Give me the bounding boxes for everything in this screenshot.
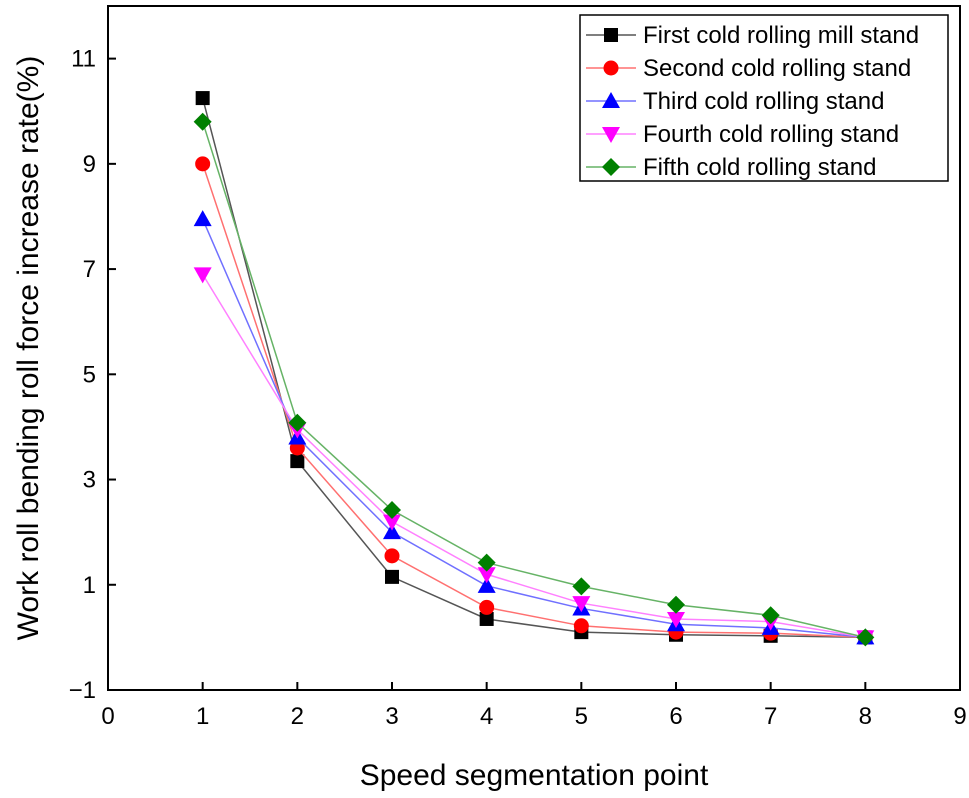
- y-tick-label: 1: [83, 572, 96, 599]
- x-tick-label: 9: [953, 703, 966, 730]
- legend-label: Fifth cold rolling stand: [643, 154, 876, 181]
- data-point: [383, 514, 401, 531]
- data-point: [193, 112, 212, 131]
- data-point: [384, 548, 400, 564]
- series-2: [195, 156, 873, 645]
- data-point: [856, 628, 875, 647]
- data-point: [290, 454, 305, 469]
- x-tick-label: 3: [385, 703, 398, 730]
- series-line: [201, 97, 866, 639]
- x-tick-label: 2: [291, 703, 304, 730]
- data-point: [572, 596, 591, 613]
- legend-label: First cold rolling mill stand: [643, 22, 919, 49]
- data-point: [195, 156, 211, 172]
- x-tick-label: 0: [101, 703, 114, 730]
- legend-item: Fourth cold rolling stand: [586, 121, 899, 148]
- data-point: [477, 576, 496, 593]
- data-point: [479, 599, 495, 615]
- series-line: [201, 121, 866, 639]
- y-tick-label: −1: [69, 677, 96, 704]
- legend-label: Third cold rolling stand: [643, 88, 884, 115]
- y-axis-ticks: −1 1 3 5 7 9 11: [69, 46, 116, 704]
- data-point: [385, 569, 399, 584]
- data-point: [193, 267, 212, 284]
- data-point: [761, 606, 780, 625]
- y-tick-label: 3: [83, 467, 96, 494]
- x-tick-label: 7: [764, 703, 777, 730]
- x-tick-label: 8: [859, 703, 872, 730]
- plot-area: [107, 5, 961, 691]
- y-tick-label: 9: [83, 151, 96, 178]
- y-tick-label: 7: [83, 256, 96, 283]
- series-5: [193, 112, 875, 647]
- legend-label: Fourth cold rolling stand: [643, 121, 899, 148]
- legend-box: [579, 14, 949, 182]
- series-line: [201, 218, 866, 639]
- x-axis-title: Speed segmentation point: [360, 759, 709, 792]
- data-point: [573, 618, 589, 634]
- series-layer: [193, 91, 875, 647]
- data-point: [477, 553, 496, 572]
- legend-marker: [604, 28, 618, 42]
- x-tick-label: 5: [575, 703, 588, 730]
- x-tick-label: 6: [669, 703, 682, 730]
- data-point: [383, 501, 401, 520]
- data-point: [383, 523, 401, 540]
- legend-marker: [602, 92, 620, 108]
- x-tick-label: 4: [480, 703, 493, 730]
- x-axis-ticks: 0 1 2 3 4 5 6 7 8 9: [101, 682, 967, 730]
- legend-item: First cold rolling mill stand: [586, 22, 919, 49]
- data-point: [195, 91, 210, 106]
- data-point: [479, 611, 494, 626]
- data-point: [572, 577, 591, 596]
- y-axis-title: Work roll bending roll force increase ra…: [12, 56, 45, 641]
- legend-marker: [602, 158, 620, 176]
- series-line: [201, 163, 866, 639]
- series-line: [202, 273, 866, 639]
- data-point: [667, 611, 685, 628]
- legend: First cold rolling mill stand Second cold…: [579, 14, 949, 182]
- legend-item: Third cold rolling stand: [586, 88, 884, 115]
- legend-item: Second cold rolling stand: [586, 55, 911, 82]
- data-point: [288, 413, 307, 432]
- legend-item: Fifth cold rolling stand: [586, 154, 876, 181]
- y-tick-label: 5: [83, 361, 96, 388]
- x-tick-label: 1: [196, 703, 209, 730]
- legend-label: Second cold rolling stand: [643, 55, 911, 82]
- legend-marker: [602, 127, 620, 143]
- legend-marker: [603, 60, 619, 76]
- plot-frame: [107, 5, 961, 691]
- y-tick-label: 11: [71, 46, 96, 73]
- data-point: [667, 595, 685, 614]
- data-point: [477, 567, 496, 584]
- data-point: [193, 210, 212, 227]
